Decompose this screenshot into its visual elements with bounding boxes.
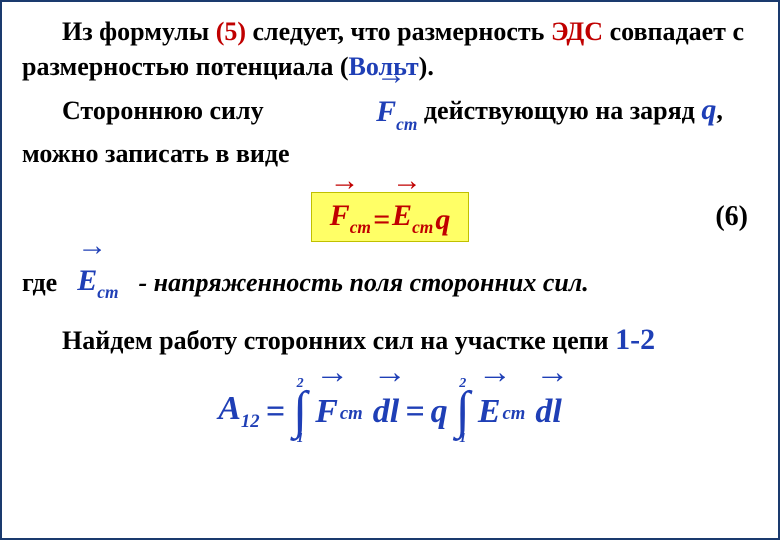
- int-E-sub: ст: [503, 403, 526, 425]
- paragraph-2-line2: можно записать в виде: [22, 136, 758, 171]
- definition-row: где →Eст - напряженность поля сторонних …: [22, 264, 758, 302]
- E-field-symbol: →Eст: [73, 264, 122, 302]
- text: Из формулы: [62, 17, 216, 46]
- integrand-E: →E: [478, 393, 501, 431]
- int2-sign: ∫: [456, 388, 470, 435]
- equals-2: =: [405, 393, 424, 431]
- dl-2: →dl: [535, 393, 561, 431]
- definition-text: - напряженность поля сторонних сил.: [138, 268, 588, 298]
- def-E-sub: ст: [97, 282, 118, 302]
- symbol-F: F: [376, 95, 396, 128]
- int2-lower: 1: [459, 435, 466, 443]
- formula-ref: (5): [216, 17, 246, 46]
- eq6-E: →Eст: [392, 199, 433, 237]
- int-E: E: [478, 393, 501, 430]
- eds-term: ЭДС: [551, 17, 603, 46]
- integrand-F: →F: [315, 393, 338, 431]
- eq6-E-sym: E: [392, 199, 412, 232]
- int-dl2: dl: [535, 393, 561, 430]
- text: Стороннюю силу: [62, 96, 264, 125]
- A-sub: 12: [241, 411, 260, 432]
- int-F: F: [315, 393, 338, 430]
- equation-6-row: →Fст = →Eст q (6): [22, 192, 758, 242]
- equation-6-number: (6): [715, 201, 748, 233]
- text: можно записать в виде: [22, 139, 290, 168]
- integral-1: 2 ∫ 1: [293, 380, 307, 444]
- eq6-F-sub: ст: [350, 217, 371, 237]
- text: следует, что размерность: [246, 17, 551, 46]
- eq6-F: F: [330, 199, 350, 232]
- int1-sign: ∫: [293, 388, 307, 435]
- def-E: E: [77, 264, 97, 297]
- integral-equation-row: A12 = 2 ∫ 1 →F ст →dl = q 2 ∫ 1 →E: [22, 380, 758, 444]
- segment-12: 1-2: [615, 323, 655, 356]
- text: ,: [716, 96, 723, 125]
- symbol-F-sub: ст: [396, 114, 417, 134]
- equals-1: =: [266, 393, 285, 431]
- int-F-sub: ст: [340, 403, 363, 425]
- integral-2: 2 ∫ 1: [456, 380, 470, 444]
- dl-1: →dl: [373, 393, 399, 431]
- text: ).: [419, 52, 434, 81]
- eq6-q: q: [435, 203, 450, 237]
- A-sym: A: [218, 390, 241, 427]
- paragraph-2-line1: Стороннюю силу →Fст действующую на заряд…: [22, 90, 758, 134]
- eq6-lhs: →Fст: [330, 199, 371, 237]
- int-dl1: dl: [373, 393, 399, 430]
- slide-frame: Из формулы (5) следует, что размерность …: [0, 0, 780, 540]
- equation-6-box: →Fст = →Eст q: [311, 192, 470, 242]
- integral-equation: A12 = 2 ∫ 1 →F ст →dl = q 2 ∫ 1 →E: [218, 380, 562, 444]
- int1-lower: 1: [297, 435, 304, 443]
- charge-q: q: [701, 93, 716, 126]
- work-A: A12: [218, 390, 259, 433]
- text: Найдем работу сторонних сил на участке ц…: [62, 326, 615, 355]
- eq6-E-sub: ст: [412, 217, 433, 237]
- int-q: q: [431, 393, 448, 431]
- where-label: где: [22, 268, 57, 298]
- force-symbol: →Fст: [296, 92, 417, 134]
- text: действующую на заряд: [424, 96, 701, 125]
- eq6-equals: =: [373, 203, 390, 237]
